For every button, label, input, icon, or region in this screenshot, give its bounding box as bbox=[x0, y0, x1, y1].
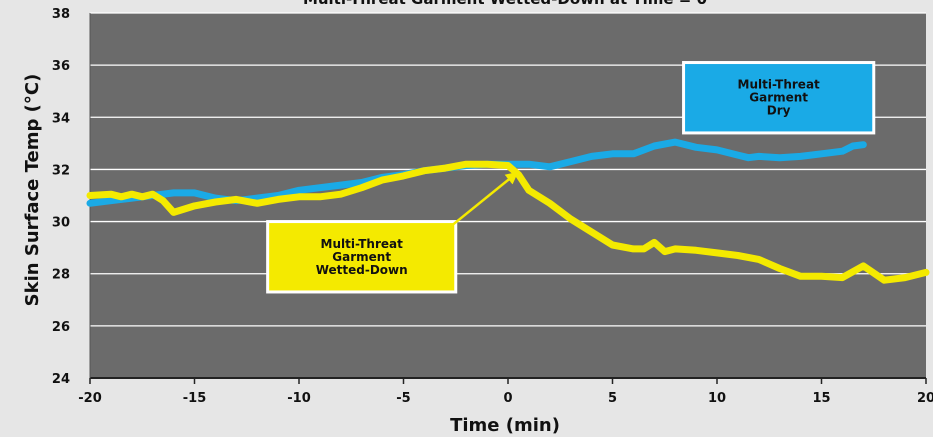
y-tick-label: 34 bbox=[52, 111, 70, 126]
annotation-box bbox=[266, 220, 458, 294]
series-wetted-down-line bbox=[86, 160, 930, 284]
x-tick-label: 10 bbox=[708, 391, 726, 406]
y-tick-labels: 24 26 28 30 32 34 36 38 bbox=[52, 7, 70, 387]
y-tick-label: 24 bbox=[52, 372, 70, 387]
annotation-arrow bbox=[450, 171, 519, 227]
x-tick-label: -5 bbox=[396, 391, 410, 406]
x-tick-label: 20 bbox=[917, 391, 933, 406]
y-tick-label: 26 bbox=[52, 320, 70, 335]
annotations: Multi-ThreatGarmentDryMulti-ThreatGarmen… bbox=[266, 61, 876, 294]
series-layer bbox=[86, 138, 930, 284]
annotation-text: Dry bbox=[767, 104, 791, 118]
annotation-text: Wetted-Down bbox=[316, 263, 408, 277]
x-tick-label: 5 bbox=[608, 391, 617, 406]
annotation-box bbox=[682, 61, 876, 135]
grid bbox=[89, 12, 926, 379]
x-axis-label: Time (min) bbox=[450, 415, 560, 436]
y-axis-label: Skin Surface Temp (°C) bbox=[22, 74, 43, 307]
y-tick-label: 28 bbox=[52, 268, 70, 283]
annotation-text: Multi-Threat bbox=[321, 237, 404, 251]
chart-title: Multi-Threat Garment Wetted-Down at Time… bbox=[303, 0, 707, 8]
x-tick-label: -15 bbox=[183, 391, 207, 406]
y-tick-label: 30 bbox=[52, 216, 70, 231]
x-tick-labels: -20 -15 -10 -5 0 5 10 15 20 bbox=[78, 378, 933, 406]
x-tick-label: 0 bbox=[503, 391, 512, 406]
x-tick-label: -10 bbox=[287, 391, 311, 406]
annotation-text: Garment bbox=[749, 91, 808, 105]
y-tick-label: 32 bbox=[52, 163, 70, 178]
y-tick-label: 38 bbox=[52, 7, 70, 22]
annotation-text: Garment bbox=[332, 250, 391, 264]
annotation-text: Multi-Threat bbox=[738, 78, 821, 92]
x-tick-label: -20 bbox=[78, 391, 102, 406]
x-tick-label: 15 bbox=[812, 391, 830, 406]
y-tick-label: 36 bbox=[52, 59, 70, 74]
